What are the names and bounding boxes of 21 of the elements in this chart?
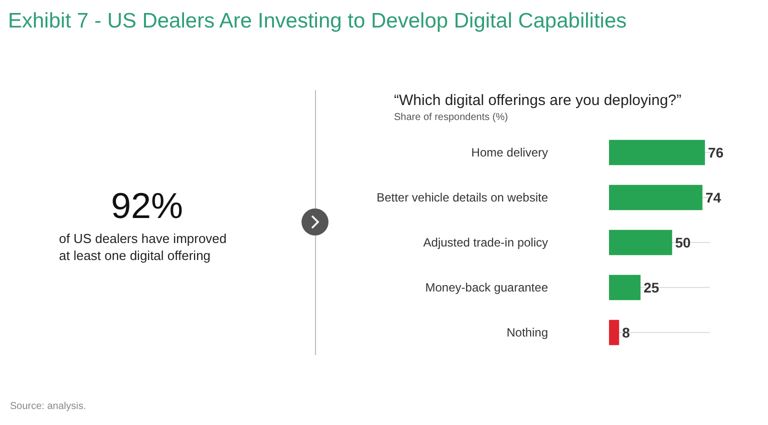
y-tick-label: Better vehicle details on website	[376, 190, 548, 205]
source-note: Source: analysis.	[10, 401, 86, 412]
bar	[609, 274, 641, 300]
y-tick-label: Adjusted trade-in policy	[423, 236, 548, 250]
data-label: 50	[675, 234, 691, 250]
bar	[609, 140, 705, 166]
text: Exhibit 7 - US Dealers Are Investing to Develop Digital Capabilities	[8, 9, 627, 32]
data-label: 76	[708, 144, 724, 160]
text: 92%	[111, 185, 184, 226]
bar	[609, 230, 672, 256]
y-tick-label: Nothing	[506, 326, 548, 340]
y-tick-label: Money-back guarantee	[425, 280, 548, 295]
data-label: 74	[705, 190, 722, 206]
data-label: 25	[644, 280, 660, 296]
bar	[609, 320, 620, 346]
y-tick-label: Home delivery	[471, 146, 548, 160]
x-axis-title: Share of respondents (%)	[394, 112, 508, 123]
text: of US dealers have improved at least one digital offering	[59, 231, 227, 263]
data-label: 8	[622, 324, 630, 340]
bar	[609, 184, 702, 210]
chart-subtitle: “Which digital offerings are you deploying?”	[394, 92, 682, 109]
